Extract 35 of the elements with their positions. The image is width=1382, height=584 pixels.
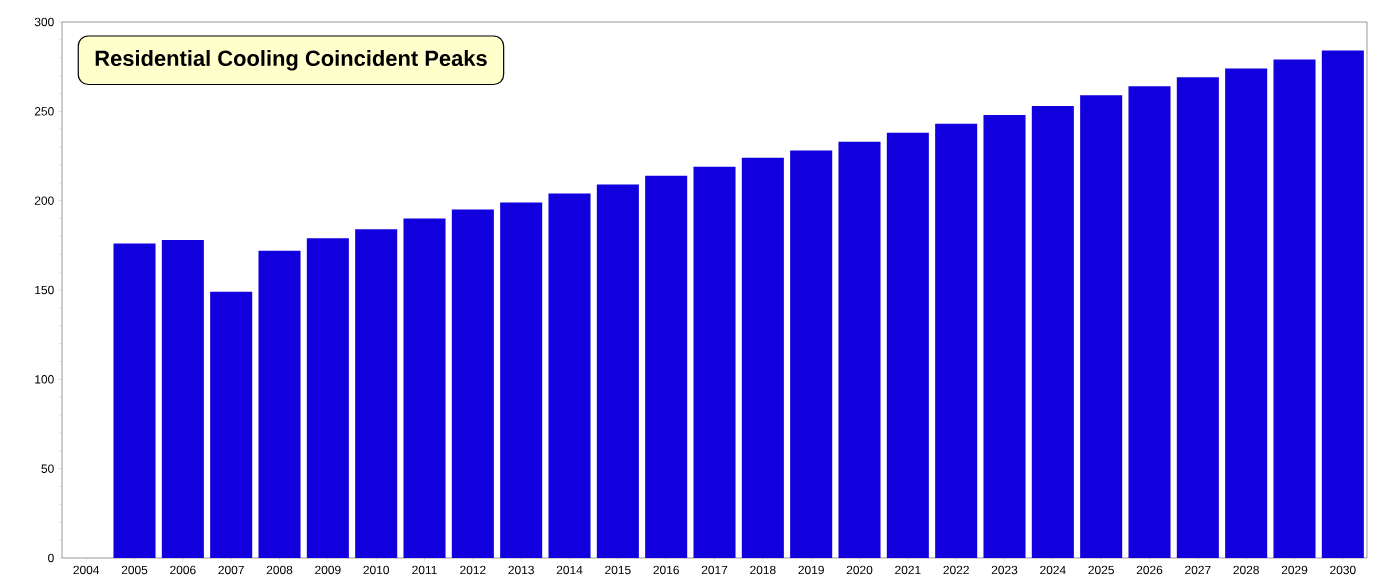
y-tick-label: 150 — [35, 285, 54, 295]
x-tick-label: 2026 — [1136, 565, 1163, 575]
x-tick-label: 2029 — [1281, 565, 1308, 575]
x-tick-label: 2005 — [121, 565, 148, 575]
x-tick-label: 2012 — [460, 565, 486, 575]
x-tick-label: 2025 — [1088, 565, 1114, 575]
x-tick-label: 2010 — [363, 565, 390, 575]
x-tick-label: 2017 — [701, 565, 728, 575]
x-tick-label: 2013 — [508, 565, 534, 575]
y-tick-label: 300 — [34, 17, 54, 27]
x-tick-label: 2019 — [798, 565, 824, 575]
x-tick-label: 2021 — [895, 565, 921, 575]
x-tick-label: 2008 — [266, 565, 293, 575]
y-tick-label: 250 — [34, 107, 54, 116]
y-tick-label: 100 — [35, 375, 54, 384]
text: Residential Cooling Coincident Peaks — [95, 49, 487, 71]
y-tick-label: 200 — [34, 196, 54, 205]
x-tick-label: 2014 — [556, 565, 583, 575]
x-tick-label: 2020 — [846, 565, 873, 575]
y-tick-label: 0 — [48, 553, 54, 563]
x-tick-label: 2018 — [750, 565, 776, 575]
x-tick-label: 2030 — [1330, 565, 1356, 575]
x-tick-label: 2004 — [73, 565, 100, 575]
x-tick-label: 2009 — [315, 565, 341, 575]
x-tick-label: 2011 — [412, 565, 437, 575]
x-tick-label: 2006 — [170, 565, 196, 575]
y-tick-label: 50 — [41, 464, 54, 473]
x-tick-label: 2023 — [991, 565, 1018, 575]
x-tick-label: 2022 — [943, 565, 969, 575]
x-tick-label: 2024 — [1040, 565, 1066, 575]
x-tick-label: 2028 — [1233, 565, 1259, 575]
x-tick-label: 2007 — [218, 565, 244, 575]
x-tick-label: 2016 — [653, 565, 679, 575]
x-tick-label: 2015 — [605, 565, 631, 575]
x-tick-label: 2027 — [1185, 565, 1211, 575]
